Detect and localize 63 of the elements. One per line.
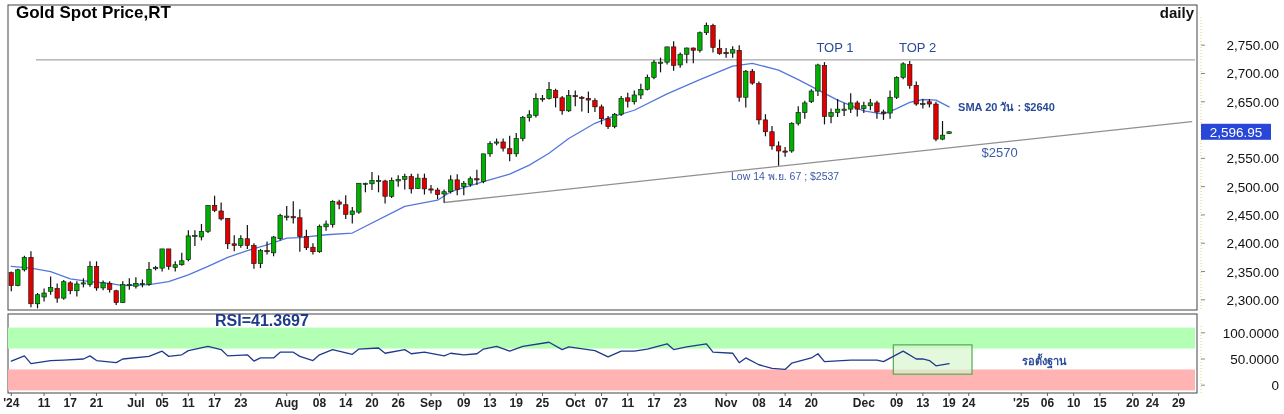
y-tick-label: 2,500.00 [1226, 179, 1279, 195]
x-tick-label: 09 [457, 396, 471, 410]
x-tick-label: 17 [647, 396, 661, 410]
annotation: $2570 [981, 145, 1018, 161]
y-tick-label: 100.0000 [1222, 325, 1279, 341]
x-tick-label: 19 [942, 396, 957, 410]
chart-title: Gold Spot Price,RT [16, 3, 172, 22]
x-tick-label: '25 [1013, 396, 1030, 410]
x-tick-label: Aug [275, 396, 299, 410]
annotation: TOP 1 [816, 40, 854, 56]
x-tick-label: 07 [594, 396, 609, 410]
x-tick-label: 11 [182, 396, 196, 410]
x-tick-label: Dec [852, 396, 876, 410]
x-tick-label: 23 [673, 396, 688, 410]
x-tick-label: 13 [483, 396, 498, 410]
x-tick-label: 08 [752, 396, 766, 410]
x-tick-label: 08 [312, 396, 327, 410]
x-tick-label: Oct [565, 396, 586, 410]
x-tick-label: 17 [207, 396, 222, 410]
x-tick-label: 29 [1171, 396, 1186, 410]
y-tick-label: 2,400.00 [1226, 236, 1279, 252]
x-tick-label: 20 [804, 396, 819, 410]
x-tick-label: 13 [916, 396, 930, 410]
x-tick-label: Sep [419, 396, 442, 410]
x-tick-label: 09 [889, 396, 904, 410]
x-tick-label: 14 [778, 396, 793, 410]
chart-subtitle: daily [1159, 4, 1195, 21]
x-tick-label: 21 [89, 396, 104, 410]
x-tick-label: 23 [234, 396, 248, 410]
x-tick-label: 24 [962, 396, 976, 410]
x-tick-label: 25 [535, 396, 550, 410]
y-tick-label: 2,650.00 [1226, 94, 1279, 110]
annotation: TOP 2 [899, 40, 937, 56]
x-tick-label: '24 [3, 396, 20, 410]
annotation: Low 14 พ.ย. 67 ; $2537 [731, 169, 840, 182]
x-tick-label: 14 [339, 396, 353, 410]
y-tick-label: 2,700.00 [1226, 66, 1279, 82]
y-tick-label: 2,300.00 [1226, 292, 1279, 308]
x-tick-label: 10 [1067, 396, 1081, 410]
y-tick-label: 2,750.00 [1226, 38, 1279, 54]
x-tick-label: 20 [365, 396, 379, 410]
line-series [10, 341, 950, 371]
annotation: รอตั้งฐาน [1022, 353, 1068, 370]
y-tick-label: 2,350.00 [1226, 264, 1279, 280]
y-tick-label: 50.0000 [1230, 351, 1279, 367]
x-tick-label: Nov [714, 396, 738, 410]
x-tick-label: 05 [155, 396, 170, 410]
x-tick-label: 06 [1040, 396, 1055, 410]
x-tick-label: 11 [621, 396, 635, 410]
y-tick-label: 0 [1271, 378, 1279, 394]
x-tick-label: 19 [509, 396, 524, 410]
x-tick-label: 26 [391, 396, 406, 410]
x-tick-label: 11 [37, 396, 51, 410]
x-tick-label: Jul [127, 396, 145, 410]
x-tick-label: 17 [63, 396, 78, 410]
x-tick-label: 24 [1145, 396, 1160, 410]
x-tick-label: 20 [1126, 396, 1140, 410]
y-tick-label: 2,450.00 [1226, 207, 1279, 223]
text: 2,596.95 [1209, 124, 1263, 140]
y-tick-label: 2,550.00 [1226, 151, 1279, 167]
chart-title: RSI=41.3697 [215, 312, 309, 329]
series-label: SMA 20 วัน : $2640 [958, 100, 1055, 113]
x-tick-label: 15 [1093, 396, 1107, 410]
